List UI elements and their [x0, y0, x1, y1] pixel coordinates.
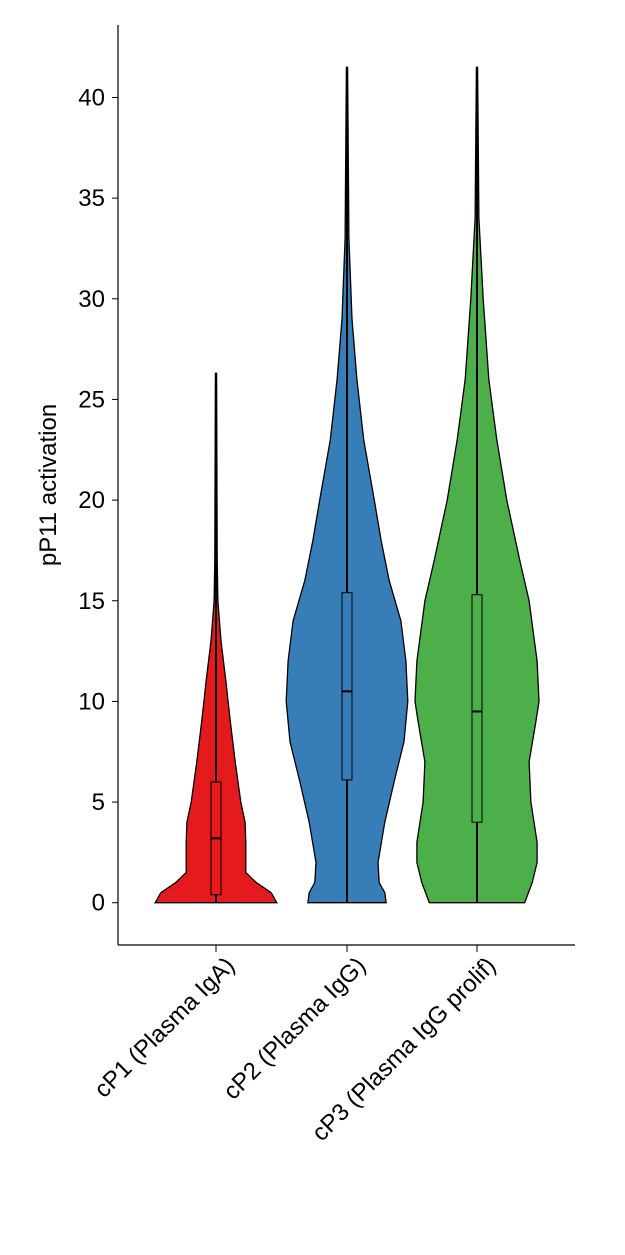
box — [471, 594, 483, 823]
y-tick-label: 20 — [78, 487, 105, 514]
y-axis-label: pP11 activation — [35, 404, 62, 566]
box — [341, 592, 353, 781]
x-tick-label: cP1 (Plasma IgA) — [89, 952, 240, 1103]
y-tick-label: 0 — [92, 890, 105, 917]
y-tick-label: 5 — [92, 789, 105, 816]
y-tick-label: 10 — [78, 688, 105, 715]
y-tick-label: 15 — [78, 588, 105, 615]
y-tick-label: 35 — [78, 185, 105, 212]
y-tick-label: 30 — [78, 286, 105, 313]
x-tick-label: cP2 (Plasma IgG) — [218, 952, 371, 1105]
y-tick-label: 25 — [78, 386, 105, 413]
y-tick-label: 40 — [78, 84, 105, 111]
